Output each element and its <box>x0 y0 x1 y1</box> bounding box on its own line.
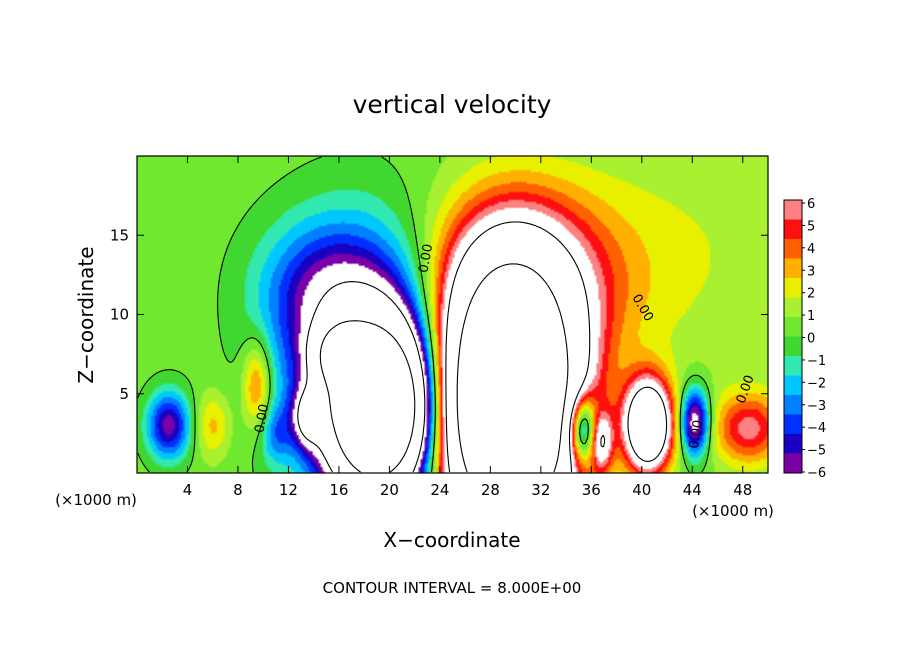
y-axis-label: Z−coordinate <box>74 246 98 383</box>
colorbar-frame <box>783 199 803 474</box>
heatmap-area: 0.000.000.000.000.00 <box>136 155 769 474</box>
x-tick-label: 28 <box>481 481 500 499</box>
colorbar-swatch <box>784 356 802 376</box>
y-tick-label: 15 <box>110 226 129 244</box>
contour-label: 0.00 <box>687 419 707 450</box>
x-tick-label: 48 <box>733 481 752 499</box>
contour-line <box>445 221 668 473</box>
colorbar <box>783 199 803 474</box>
colorbar-tick-labels: 6 5 4 3 2 1 0 −1 −2 −3 −4 −5 −6 <box>802 197 826 481</box>
colorbar-swatch <box>784 453 802 473</box>
colorbar-tick-label: 3 <box>807 264 815 279</box>
chart-title: vertical velocity <box>353 90 552 119</box>
x-tick-label: 44 <box>683 481 702 499</box>
colorbar-swatch <box>784 336 802 356</box>
x-axis-label: X−coordinate <box>383 528 520 552</box>
colorbar-tick-label: −4 <box>807 421 826 436</box>
contour-line <box>137 156 712 473</box>
y-axis-ticks: 5 10 15 <box>110 226 768 403</box>
x-tick-label: 4 <box>183 481 193 499</box>
y-tick-label: 5 <box>119 385 129 403</box>
colorbar-swatch <box>784 317 802 337</box>
colorbar-swatch <box>784 434 802 454</box>
colorbar-tick-label: −2 <box>807 376 826 391</box>
x-tick-label: 8 <box>233 481 243 499</box>
colorbar-tick-label: 4 <box>807 242 815 257</box>
x-tick-label: 12 <box>279 481 298 499</box>
contour-line <box>319 320 416 473</box>
colorbar-tick-label: 2 <box>807 287 815 302</box>
colorbar-tick-label: −3 <box>807 399 826 414</box>
x-axis-ticks: 4 8 12 16 20 24 28 32 36 40 44 48 <box>183 156 752 499</box>
colorbar-tick-label: −6 <box>807 466 826 481</box>
colorbar-swatch <box>784 219 802 239</box>
x-tick-label: 40 <box>632 481 651 499</box>
contour-lines <box>137 156 712 473</box>
colorbar-tick-label: 0 <box>807 332 815 347</box>
colorbar-tick-label: 5 <box>807 219 815 234</box>
contour-interval-note: CONTOUR INTERVAL = 8.000E+00 <box>323 579 582 597</box>
x-tick-label: 16 <box>329 481 348 499</box>
colorbar-swatch <box>784 375 802 395</box>
contour-label: 0.00 <box>252 403 272 434</box>
x-tick-label: 24 <box>430 481 449 499</box>
x-tick-label: 36 <box>582 481 601 499</box>
y-tick-label: 10 <box>110 306 129 324</box>
colorbar-swatch <box>784 258 802 278</box>
colorbar-tick-label: −1 <box>807 354 826 369</box>
contour-line <box>456 263 569 473</box>
x-unit-right: (×1000 m) <box>692 502 774 520</box>
colorbar-tick-label: 6 <box>807 197 815 212</box>
colorbar-swatch <box>784 297 802 317</box>
x-tick-label: 20 <box>380 481 399 499</box>
colorbar-tick-label: −5 <box>807 444 826 459</box>
contour-label: 0.00 <box>416 243 436 274</box>
colorbar-swatch <box>784 278 802 298</box>
colorbar-swatch <box>784 414 802 434</box>
x-unit-left: (×1000 m) <box>55 491 137 509</box>
velocity-field-image <box>137 156 768 473</box>
contour-line <box>297 281 426 473</box>
colorbar-tick-label: 1 <box>807 309 815 324</box>
colorbar-swatch <box>784 395 802 415</box>
x-tick-label: 32 <box>531 481 550 499</box>
colorbar-swatch <box>784 239 802 259</box>
colorbar-swatch <box>784 200 802 220</box>
